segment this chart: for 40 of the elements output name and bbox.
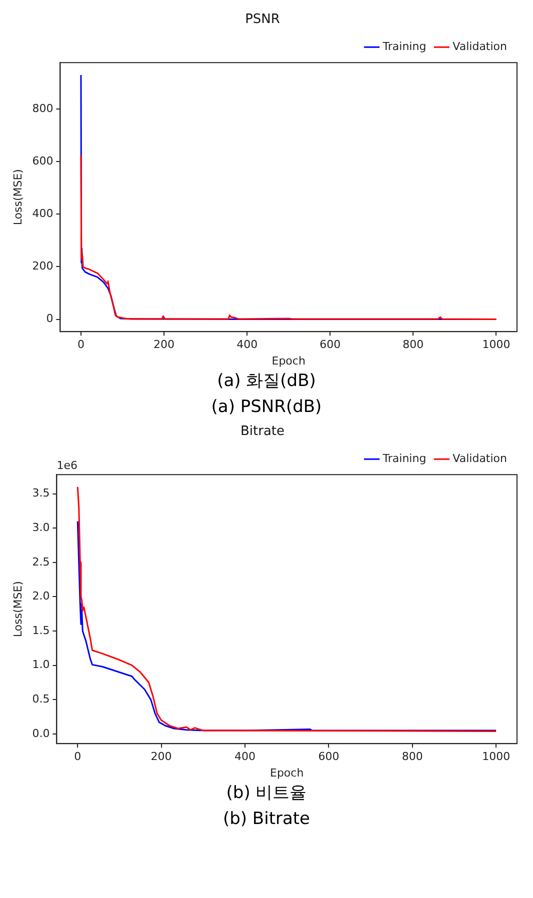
text: (b) 비트율 [225, 782, 308, 805]
x-tick-label: 1000 [482, 750, 510, 764]
legend-label: Training [382, 452, 426, 465]
x-tick-label: 800 [402, 750, 423, 764]
y-tick-label: 0.5 [32, 692, 50, 706]
y-tick-label: 1.5 [32, 624, 50, 637]
x-tick-label: 400 [234, 750, 256, 764]
legend-label: Validation [452, 40, 508, 53]
y-tick-label: 3.5 [32, 486, 50, 500]
text: (b) Bitrate [222, 808, 312, 831]
y-tick-label: 0.0 [32, 726, 50, 740]
text: (a) 화질(dB) [216, 370, 317, 393]
x-tick-label: 600 [318, 750, 340, 764]
y-axis-title: Loss(MSE) [11, 169, 24, 226]
y-axis-title: Loss(MSE) [11, 581, 24, 638]
text: (a) PSNR(dB) [210, 396, 323, 419]
legend-label: Validation [452, 452, 508, 465]
x-axis-title: Epoch [270, 766, 304, 780]
x-tick-label: 600 [320, 338, 341, 352]
y-tick-label: 800 [32, 102, 54, 115]
y-tick-label: 600 [32, 154, 54, 168]
x-tick-label: 200 [150, 750, 172, 764]
x-tick-label: 400 [236, 338, 258, 352]
x-tick-label: 1000 [482, 338, 510, 352]
x-axis-title: Epoch [272, 354, 306, 368]
chart-title: Bitrate [240, 424, 285, 440]
y-tick-label: 2.5 [32, 555, 50, 568]
y-tick-label: 2.0 [32, 590, 50, 603]
x-tick-label: 200 [154, 338, 175, 352]
x-tick-label: 0 [77, 338, 84, 352]
y-tick-label: 0 [46, 312, 54, 326]
legend-label: Training [382, 40, 426, 53]
y-tick-label: 3.0 [32, 520, 50, 534]
y-tick-label: 400 [32, 207, 54, 220]
y-tick-label: 200 [32, 260, 54, 273]
y-tick-label: 1.0 [32, 658, 50, 672]
text: 1e6 [56, 458, 78, 472]
x-tick-label: 0 [74, 750, 82, 764]
x-tick-label: 800 [402, 338, 424, 352]
chart-title: PSNR [245, 12, 280, 28]
